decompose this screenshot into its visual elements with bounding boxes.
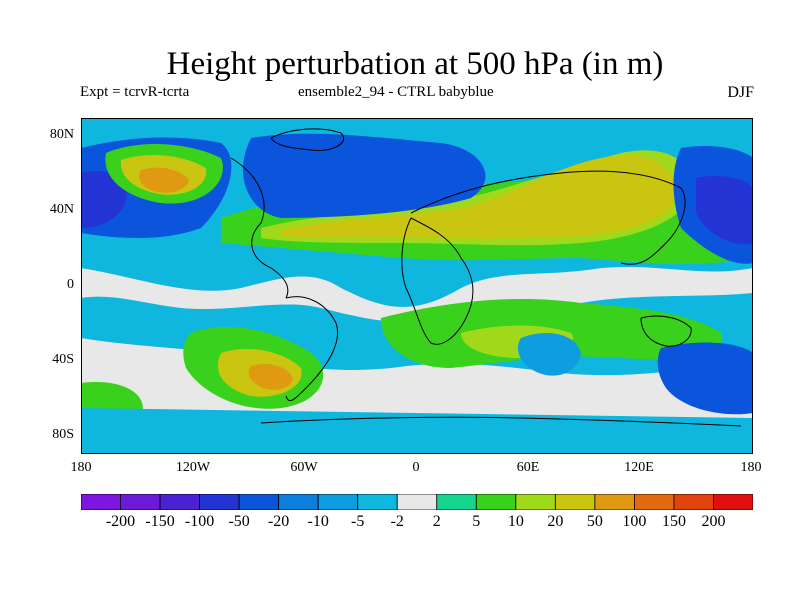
lon-label-180w: 180 (70, 460, 92, 475)
colorbar-box (81, 494, 121, 510)
region-neutral-tropics (81, 266, 753, 323)
colorbar-box (436, 494, 477, 510)
coast-antarctica (260, 416, 742, 427)
lat-label-80s: 80S (52, 427, 74, 442)
colorbar-label: 50 (586, 513, 603, 530)
colorbar (81, 494, 753, 510)
colorbar-boxes (81, 494, 753, 510)
region-blue-indian-ocean (517, 333, 581, 376)
colorbar-label: 200 (701, 513, 726, 530)
colorbar-box (554, 494, 596, 510)
colorbar-box (120, 494, 161, 510)
colorbar-label: 100 (622, 513, 647, 530)
colorbar-box (357, 494, 398, 510)
lon-label-60e: 60E (516, 460, 540, 475)
lon-label-120e: 120E (624, 460, 654, 475)
coast-eurasia (410, 170, 686, 265)
region-olive-north-band (281, 155, 676, 239)
colorbar-label: 150 (661, 513, 686, 530)
lat-label-40n: 40N (49, 202, 74, 217)
colorbar-box (159, 494, 200, 510)
experiment-label: Expt = tcrvR-tcrta (80, 84, 190, 100)
lon-label-120w: 120W (175, 460, 211, 475)
coast-south-america (285, 296, 338, 401)
coast-australia (640, 315, 692, 347)
colorbar-box (634, 494, 675, 510)
lat-label-equator: 0 (67, 277, 74, 292)
colorbar-label: -50 (228, 513, 250, 530)
lon-label-60w: 60W (290, 460, 318, 475)
colorbar-box (713, 494, 753, 510)
lat-label-40s: 40S (52, 352, 74, 367)
region-orange-south-pacific (248, 363, 293, 390)
colorbar-label: 20 (547, 513, 564, 530)
lon-label-0: 0 (412, 460, 420, 475)
colorbar-label: 5 (472, 513, 481, 530)
lat-label-80n: 80N (49, 127, 74, 142)
colorbar-label: -100 (184, 513, 215, 530)
colorbar-box (594, 494, 635, 510)
region-blue-southeast (657, 342, 753, 415)
plot-title: Height perturbation at 500 hPa (in m) (166, 46, 664, 82)
colorbar-box (278, 494, 319, 510)
region-deepblue-west (81, 171, 127, 228)
lon-label-180e: 180 (740, 460, 762, 475)
colorbar-box (673, 494, 714, 510)
colorbar-box (475, 494, 517, 510)
colorbar-box (199, 494, 240, 510)
coast-greenland (270, 128, 344, 152)
region-orange-northwest (139, 167, 189, 193)
colorbar-box (515, 494, 556, 510)
ensemble-label: ensemble2_94 - CTRL babyblue (298, 84, 494, 100)
contour-map (81, 118, 753, 454)
region-blue-north-atlantic (242, 133, 486, 218)
region-deepblue-northeast (696, 176, 753, 244)
colorbar-label: 10 (507, 513, 524, 530)
colorbar-box (238, 494, 280, 510)
coast-north-america (230, 157, 289, 299)
colorbar-box (317, 494, 359, 510)
colorbar-label: -2 (390, 513, 404, 530)
season-label: DJF (727, 84, 754, 101)
colorbar-label: -5 (351, 513, 365, 530)
coast-africa (401, 217, 474, 345)
colorbar-label: -10 (307, 513, 329, 530)
coastlines (230, 128, 742, 427)
colorbar-box (396, 494, 438, 510)
map-frame (81, 118, 753, 454)
colorbar-label: -20 (267, 513, 290, 530)
colorbar-label: 2 (432, 513, 441, 530)
colorbar-label: -150 (145, 513, 175, 530)
colorbar-label: -200 (105, 513, 136, 530)
